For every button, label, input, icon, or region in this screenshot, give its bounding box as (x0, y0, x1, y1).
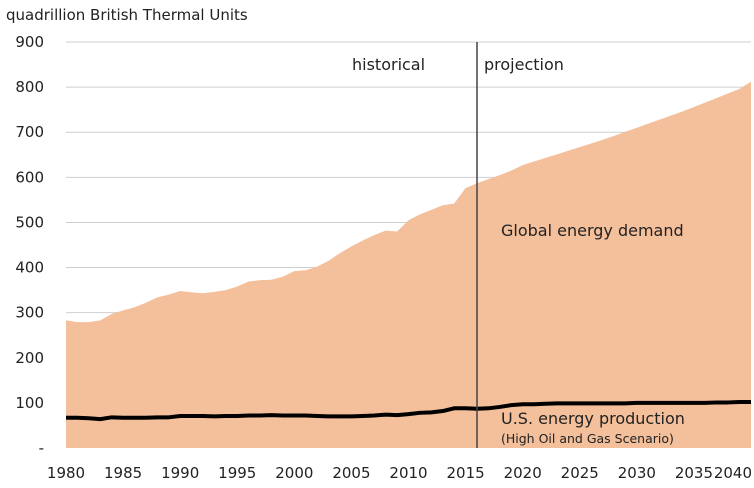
us-production-scenario-label: (High Oil and Gas Scenario) (501, 431, 674, 446)
us-production-label: U.S. energy production (501, 409, 685, 428)
x-tick-label-2035: 2035 (675, 464, 713, 482)
y-tick-label-0: - (39, 439, 44, 457)
y-tick-labels: - 100 200 300 400 500 600 700 800 900 (15, 33, 44, 457)
line-layer (66, 399, 751, 422)
y-tick-label-300: 300 (15, 304, 44, 322)
global-energy-demand-area (66, 81, 751, 448)
y-tick-label-500: 500 (15, 213, 44, 231)
y-tick-label-900: 900 (15, 33, 44, 51)
x-tick-label-2010: 2010 (389, 464, 427, 482)
projection-label: projection (484, 55, 564, 74)
global-demand-label: Global energy demand (501, 221, 684, 240)
x-tick-label-2020: 2020 (504, 464, 542, 482)
y-tick-label-100: 100 (15, 394, 44, 412)
x-tick-label-2005: 2005 (332, 464, 370, 482)
y-tick-label-700: 700 (15, 123, 44, 141)
x-tick-label-1985: 1985 (104, 464, 142, 482)
y-tick-label-400: 400 (15, 259, 44, 277)
us-energy-production-line (66, 399, 751, 422)
x-tick-label-2000: 2000 (275, 464, 313, 482)
historical-label: historical (352, 55, 425, 74)
area-layer (66, 81, 751, 448)
x-tick-label-1980: 1980 (47, 464, 85, 482)
x-tick-label-1990: 1990 (161, 464, 199, 482)
y-tick-label-600: 600 (15, 168, 44, 186)
x-tick-label-2015: 2015 (446, 464, 484, 482)
x-tick-label-2025: 2025 (561, 464, 599, 482)
x-tick-label-2030: 2030 (618, 464, 656, 482)
y-axis-unit-label: quadrillion British Thermal Units (6, 6, 248, 24)
x-tick-labels: 1980 1985 1990 1995 2000 2005 2010 2015 2020 2025… (47, 464, 752, 482)
y-tick-label-200: 200 (15, 349, 44, 367)
x-tick-label-2040: 2040 (714, 464, 752, 482)
x-tick-label-1995: 1995 (218, 464, 256, 482)
y-tick-label-800: 800 (15, 78, 44, 96)
